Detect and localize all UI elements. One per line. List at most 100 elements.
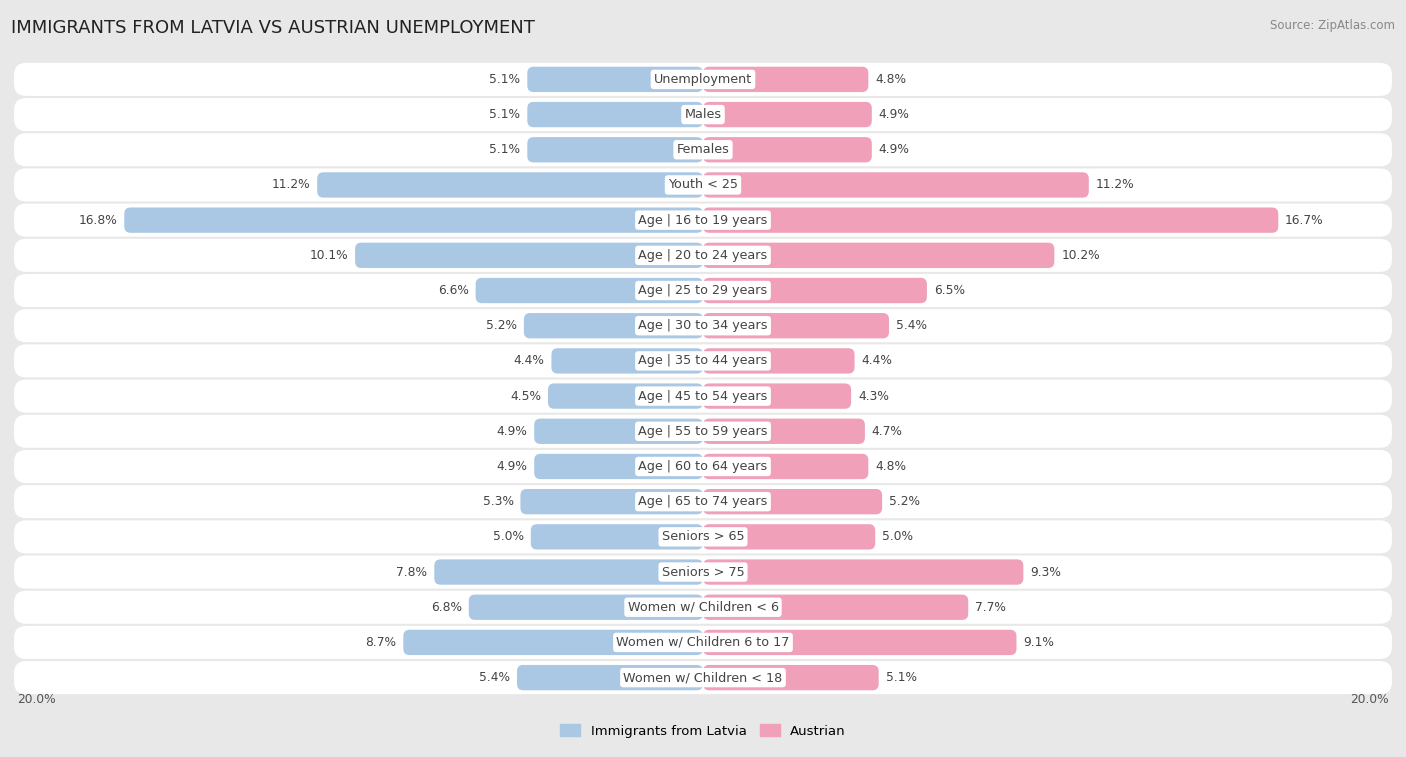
FancyBboxPatch shape (14, 520, 1392, 553)
FancyBboxPatch shape (520, 489, 703, 514)
Text: 5.3%: 5.3% (482, 495, 513, 508)
Text: 5.1%: 5.1% (489, 108, 520, 121)
Text: Seniors > 75: Seniors > 75 (662, 565, 744, 578)
Text: Age | 55 to 59 years: Age | 55 to 59 years (638, 425, 768, 438)
FancyBboxPatch shape (703, 348, 855, 373)
Text: 5.2%: 5.2% (889, 495, 920, 508)
FancyBboxPatch shape (124, 207, 703, 233)
FancyBboxPatch shape (14, 661, 1392, 694)
FancyBboxPatch shape (14, 238, 1392, 272)
Text: Age | 30 to 34 years: Age | 30 to 34 years (638, 319, 768, 332)
Text: Age | 35 to 44 years: Age | 35 to 44 years (638, 354, 768, 367)
FancyBboxPatch shape (527, 137, 703, 163)
FancyBboxPatch shape (14, 133, 1392, 167)
FancyBboxPatch shape (703, 665, 879, 690)
FancyBboxPatch shape (318, 173, 703, 198)
Text: Females: Females (676, 143, 730, 156)
Text: 4.9%: 4.9% (496, 460, 527, 473)
Text: 20.0%: 20.0% (1350, 693, 1389, 706)
Text: 4.9%: 4.9% (496, 425, 527, 438)
Text: 4.7%: 4.7% (872, 425, 903, 438)
FancyBboxPatch shape (475, 278, 703, 304)
Text: 5.1%: 5.1% (489, 143, 520, 156)
FancyBboxPatch shape (703, 594, 969, 620)
FancyBboxPatch shape (703, 243, 1054, 268)
Text: 4.8%: 4.8% (875, 73, 907, 86)
Text: 5.0%: 5.0% (494, 531, 524, 544)
FancyBboxPatch shape (531, 524, 703, 550)
FancyBboxPatch shape (703, 278, 927, 304)
FancyBboxPatch shape (404, 630, 703, 655)
Text: IMMIGRANTS FROM LATVIA VS AUSTRIAN UNEMPLOYMENT: IMMIGRANTS FROM LATVIA VS AUSTRIAN UNEMP… (11, 19, 536, 37)
Text: 8.7%: 8.7% (366, 636, 396, 649)
Text: Unemployment: Unemployment (654, 73, 752, 86)
Text: Seniors > 65: Seniors > 65 (662, 531, 744, 544)
Text: Age | 20 to 24 years: Age | 20 to 24 years (638, 249, 768, 262)
Text: 5.0%: 5.0% (882, 531, 912, 544)
Text: 16.8%: 16.8% (79, 213, 117, 226)
Text: 4.9%: 4.9% (879, 108, 910, 121)
Text: Age | 45 to 54 years: Age | 45 to 54 years (638, 390, 768, 403)
Text: 11.2%: 11.2% (271, 179, 311, 192)
Text: 9.3%: 9.3% (1031, 565, 1062, 578)
FancyBboxPatch shape (14, 168, 1392, 201)
FancyBboxPatch shape (703, 67, 869, 92)
Legend: Immigrants from Latvia, Austrian: Immigrants from Latvia, Austrian (555, 719, 851, 743)
FancyBboxPatch shape (14, 450, 1392, 483)
FancyBboxPatch shape (524, 313, 703, 338)
Text: 4.8%: 4.8% (875, 460, 907, 473)
Text: 6.6%: 6.6% (437, 284, 468, 297)
Text: Women w/ Children 6 to 17: Women w/ Children 6 to 17 (616, 636, 790, 649)
FancyBboxPatch shape (703, 419, 865, 444)
Text: 6.8%: 6.8% (430, 601, 461, 614)
FancyBboxPatch shape (703, 313, 889, 338)
Text: 7.8%: 7.8% (396, 565, 427, 578)
FancyBboxPatch shape (527, 67, 703, 92)
FancyBboxPatch shape (703, 524, 875, 550)
FancyBboxPatch shape (534, 419, 703, 444)
Text: Women w/ Children < 18: Women w/ Children < 18 (623, 671, 783, 684)
Text: 4.4%: 4.4% (862, 354, 893, 367)
FancyBboxPatch shape (14, 63, 1392, 96)
FancyBboxPatch shape (14, 485, 1392, 519)
FancyBboxPatch shape (703, 489, 882, 514)
Text: 20.0%: 20.0% (17, 693, 56, 706)
FancyBboxPatch shape (14, 626, 1392, 659)
FancyBboxPatch shape (14, 309, 1392, 342)
FancyBboxPatch shape (14, 590, 1392, 624)
FancyBboxPatch shape (703, 173, 1088, 198)
Text: 6.5%: 6.5% (934, 284, 965, 297)
FancyBboxPatch shape (14, 204, 1392, 237)
Text: 4.9%: 4.9% (879, 143, 910, 156)
Text: Age | 16 to 19 years: Age | 16 to 19 years (638, 213, 768, 226)
Text: 5.1%: 5.1% (886, 671, 917, 684)
FancyBboxPatch shape (14, 415, 1392, 448)
Text: 5.1%: 5.1% (489, 73, 520, 86)
Text: Women w/ Children < 6: Women w/ Children < 6 (627, 601, 779, 614)
Text: 5.4%: 5.4% (896, 319, 927, 332)
Text: 4.4%: 4.4% (513, 354, 544, 367)
Text: 4.5%: 4.5% (510, 390, 541, 403)
FancyBboxPatch shape (527, 102, 703, 127)
FancyBboxPatch shape (703, 559, 1024, 584)
FancyBboxPatch shape (703, 630, 1017, 655)
FancyBboxPatch shape (703, 137, 872, 163)
Text: Youth < 25: Youth < 25 (668, 179, 738, 192)
FancyBboxPatch shape (703, 102, 872, 127)
Text: Males: Males (685, 108, 721, 121)
Text: 9.1%: 9.1% (1024, 636, 1054, 649)
Text: 5.4%: 5.4% (479, 671, 510, 684)
Text: 10.1%: 10.1% (309, 249, 349, 262)
Text: 4.3%: 4.3% (858, 390, 889, 403)
FancyBboxPatch shape (468, 594, 703, 620)
FancyBboxPatch shape (534, 453, 703, 479)
FancyBboxPatch shape (356, 243, 703, 268)
Text: Age | 25 to 29 years: Age | 25 to 29 years (638, 284, 768, 297)
Text: Age | 60 to 64 years: Age | 60 to 64 years (638, 460, 768, 473)
FancyBboxPatch shape (703, 384, 851, 409)
Text: 11.2%: 11.2% (1095, 179, 1135, 192)
Text: 7.7%: 7.7% (976, 601, 1007, 614)
FancyBboxPatch shape (703, 453, 869, 479)
Text: 10.2%: 10.2% (1062, 249, 1099, 262)
Text: Age | 65 to 74 years: Age | 65 to 74 years (638, 495, 768, 508)
